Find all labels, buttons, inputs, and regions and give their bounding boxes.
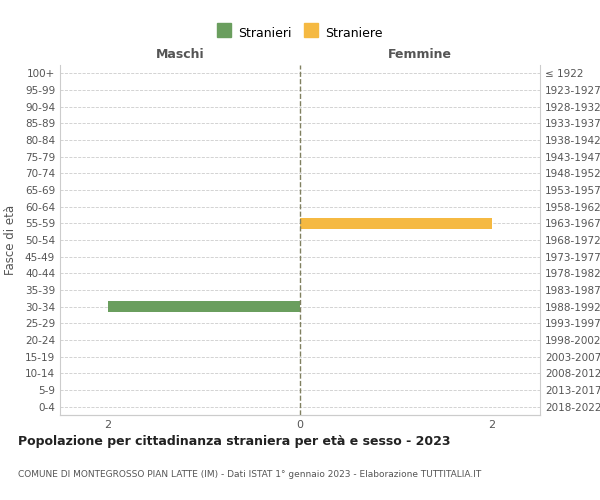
Text: Maschi: Maschi [155,48,205,62]
Legend: Stranieri, Straniere: Stranieri, Straniere [212,22,388,45]
Text: Popolazione per cittadinanza straniera per età e sesso - 2023: Popolazione per cittadinanza straniera p… [18,435,451,448]
Bar [108,301,300,312]
Text: COMUNE DI MONTEGROSSO PIAN LATTE (IM) - Dati ISTAT 1° gennaio 2023 - Elaborazion: COMUNE DI MONTEGROSSO PIAN LATTE (IM) - … [18,470,481,479]
Text: Femmine: Femmine [388,48,452,62]
Bar [300,218,492,228]
Y-axis label: Fasce di età: Fasce di età [4,205,17,275]
